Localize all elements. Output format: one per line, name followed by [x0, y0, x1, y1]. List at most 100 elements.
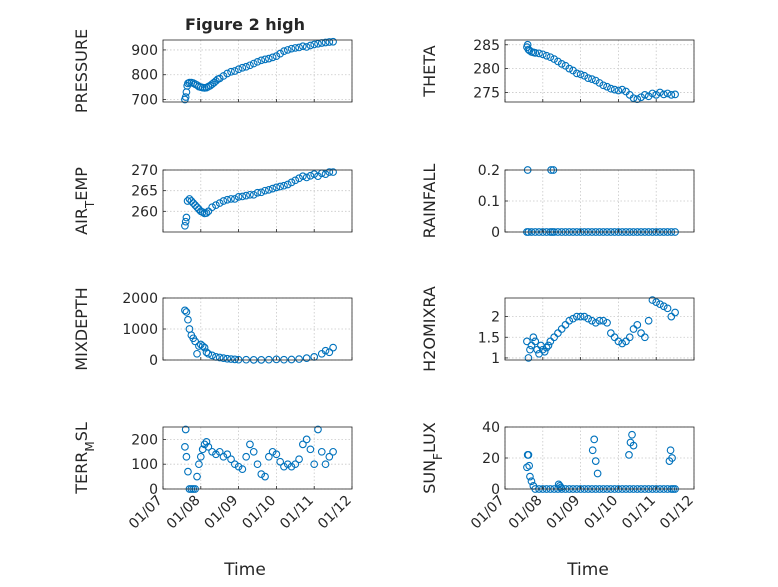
- data-point: [208, 447, 216, 456]
- axes-frame: [162, 39, 353, 103]
- data-point: [295, 455, 303, 464]
- axes-frame: [162, 169, 353, 233]
- data-point: [302, 354, 311, 362]
- data-point: [546, 337, 555, 346]
- data-point: [523, 463, 531, 472]
- data-point: [325, 168, 334, 176]
- x-tick-label: 01/10: [581, 493, 621, 533]
- y-tick-label: 275: [473, 85, 500, 101]
- y-axis-label: MIXDEPTH: [72, 287, 91, 370]
- data-point: [321, 170, 330, 178]
- y-tick-label: 900: [131, 43, 158, 59]
- data-point: [625, 451, 633, 459]
- data-point: [557, 59, 566, 68]
- data-point: [629, 441, 638, 450]
- data-point: [223, 69, 232, 78]
- data-point: [550, 55, 558, 63]
- data-point: [557, 325, 566, 333]
- y-tick-label: 0.2: [478, 163, 500, 179]
- figure-title: Figure 2 high: [185, 15, 305, 34]
- data-point: [268, 447, 277, 456]
- y-axis-label: H2OMIXRA: [420, 286, 439, 372]
- data-point: [606, 84, 615, 93]
- data-point: [542, 51, 551, 60]
- data-point: [182, 452, 191, 461]
- x-tick-label: 01/10: [239, 493, 279, 533]
- data-point: [606, 329, 615, 337]
- data-point: [249, 190, 258, 199]
- data-point: [264, 54, 273, 63]
- data-point: [591, 457, 600, 465]
- data-point: [238, 192, 247, 201]
- data-point: [317, 447, 326, 456]
- data-point: [540, 347, 549, 356]
- data-point: [310, 170, 319, 178]
- y-tick-label: 100: [131, 457, 158, 473]
- data-point: [261, 472, 269, 481]
- data-point: [268, 184, 277, 193]
- data-point: [610, 333, 619, 342]
- y-tick-label: 2: [491, 310, 500, 326]
- y-axis-label: TERRMSL: [72, 422, 97, 495]
- data-point: [230, 67, 239, 75]
- data-point: [283, 180, 292, 189]
- data-point: [223, 354, 232, 363]
- data-point: [219, 197, 228, 205]
- data-point: [204, 349, 213, 358]
- data-point: [306, 445, 315, 454]
- data-point: [629, 325, 638, 333]
- data-point: [603, 82, 611, 91]
- data-point: [268, 53, 277, 62]
- data-point: [291, 460, 300, 469]
- y-tick-label: 260: [131, 204, 158, 220]
- data-point: [276, 182, 285, 191]
- data-point: [595, 79, 604, 87]
- data-point: [529, 333, 538, 342]
- data-point: [641, 90, 649, 99]
- data-point: [580, 71, 589, 80]
- x-tick-label: 01/07: [126, 493, 166, 533]
- x-tick-label: 01/11: [619, 493, 659, 533]
- data-point: [215, 74, 224, 83]
- data-point: [656, 88, 664, 97]
- y-axis-label-subscript: M: [83, 441, 97, 451]
- data-point: [637, 93, 645, 102]
- data-point: [329, 168, 337, 176]
- data-point: [299, 172, 307, 181]
- data-point: [533, 345, 541, 354]
- data-point: [295, 174, 303, 183]
- y-tick-label: 0: [149, 482, 158, 498]
- data-point: [249, 447, 258, 456]
- y-tick-label: 2000: [122, 291, 158, 307]
- data-point: [184, 467, 192, 476]
- data-point: [659, 90, 668, 99]
- plot-area: [505, 298, 694, 360]
- data-point: [637, 329, 645, 337]
- data-point: [208, 203, 216, 212]
- data-point: [569, 314, 577, 323]
- data-point: [531, 49, 540, 57]
- data-point: [185, 195, 194, 203]
- subplot-2: 260 265 270 AIRTEMP: [72, 163, 353, 235]
- axes-frame: [162, 426, 353, 490]
- data-point: [525, 461, 534, 470]
- y-tick-label: 0: [491, 482, 500, 498]
- x-tick-label: 01/12: [657, 493, 697, 533]
- data-point: [287, 355, 296, 364]
- data-point: [667, 312, 676, 321]
- data-point: [565, 316, 574, 325]
- y-axis-label: SUNFLUX: [420, 422, 445, 494]
- data-point: [652, 298, 661, 306]
- x-tick-label: 01/08: [164, 493, 204, 533]
- data-point: [272, 355, 281, 364]
- data-point: [527, 341, 536, 350]
- data-point: [557, 483, 565, 492]
- data-point: [195, 460, 203, 469]
- data-point: [219, 452, 228, 461]
- data-point: [295, 43, 303, 52]
- data-point: [302, 173, 311, 182]
- data-point: [648, 296, 657, 304]
